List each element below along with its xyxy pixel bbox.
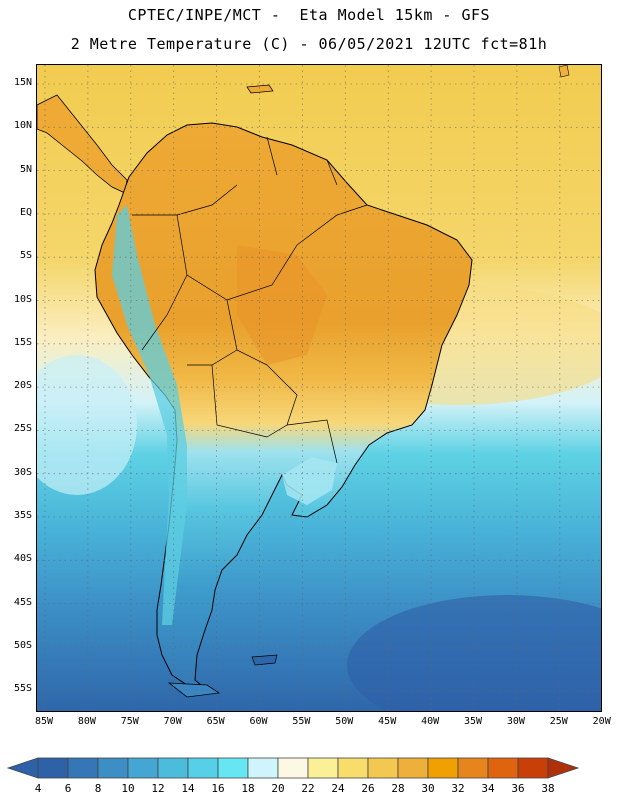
colorbar-tick-label: 12 xyxy=(151,782,165,795)
latitude-label: 50S xyxy=(13,639,32,651)
longitude-label: 55W xyxy=(292,716,311,727)
colorbar-cell xyxy=(247,757,279,779)
colorbar-cell xyxy=(217,757,249,779)
longitude-label: 80W xyxy=(77,716,96,727)
colorbar-cell xyxy=(307,757,339,779)
colorbar-tick-label: 28 xyxy=(391,782,405,795)
colorbar-tick-label: 18 xyxy=(241,782,255,795)
colorbar-tick-label: 26 xyxy=(361,782,375,795)
colorbar-tick-label: 24 xyxy=(331,782,345,795)
lat-lon-grid xyxy=(37,65,601,711)
colorbar-tick-label: 10 xyxy=(121,782,135,795)
colorbar-tick-label: 6 xyxy=(64,782,72,795)
colorbar-tick-label: 38 xyxy=(541,782,555,795)
latitude-label: 5S xyxy=(19,250,32,262)
colorbar-tick-label: 8 xyxy=(94,782,102,795)
colorbar-cell xyxy=(37,757,69,779)
colorbar-tick-label: 30 xyxy=(421,782,435,795)
caribbean-island xyxy=(246,84,274,94)
tierra-del-fuego xyxy=(167,682,221,698)
colorbar-cell xyxy=(457,757,489,779)
caribbean-island xyxy=(558,65,570,78)
latitude-label: 25S xyxy=(13,423,32,435)
latitude-label: 10S xyxy=(13,293,32,305)
longitude-label: 20W xyxy=(592,716,611,727)
longitude-label: 40W xyxy=(421,716,440,727)
colorbar-cell xyxy=(157,757,189,779)
temperature-map xyxy=(36,64,602,712)
colorbar-cell xyxy=(277,757,309,779)
colorbar-tick-label: 22 xyxy=(301,782,315,795)
map-title-variable: 2 Metre Temperature (C) - 06/05/2021 12U… xyxy=(70,35,548,53)
colorbar-tick-label: 34 xyxy=(481,782,495,795)
latitude-label: 45S xyxy=(13,596,32,608)
colorbar-cell xyxy=(367,757,399,779)
deep-south-atlantic xyxy=(347,595,601,711)
latitude-label: 10N xyxy=(13,120,32,132)
colorbar-cell xyxy=(397,757,429,779)
colorbar-cell xyxy=(427,757,459,779)
latitude-label: 40S xyxy=(13,553,32,565)
colorbar-cell xyxy=(67,757,99,779)
colorbar-tick-label: 16 xyxy=(211,782,225,795)
longitude-label: 50W xyxy=(335,716,354,727)
longitude-label: 85W xyxy=(34,716,54,727)
cold-pacific-patch xyxy=(37,355,137,495)
colorbar-tick-label: 14 xyxy=(181,782,195,795)
latitude-label: 20S xyxy=(13,380,32,392)
colorbar-cell xyxy=(337,757,369,779)
country-borders xyxy=(132,136,368,464)
latitude-label: 30S xyxy=(13,466,32,478)
colorbar-tick-label: 36 xyxy=(511,782,525,795)
latitude-label: 55S xyxy=(13,683,32,695)
colorbar-cell xyxy=(97,757,129,779)
longitude-label: 45W xyxy=(378,716,397,727)
longitude-label: 60W xyxy=(249,716,268,727)
longitude-label: 30W xyxy=(506,716,525,727)
colorbar-cell xyxy=(517,757,549,779)
map-title-source: CPTEC/INPE/MCT - Eta Model 15km - GFS xyxy=(127,6,491,24)
latitude-label: EQ xyxy=(19,206,32,218)
colorbar-cell xyxy=(127,757,159,779)
latitude-label: 15N xyxy=(13,77,32,88)
colorbar-tick-label: 32 xyxy=(451,782,465,795)
longitude-label: 70W xyxy=(163,716,182,727)
colorbar-tick-label: 4 xyxy=(34,782,42,795)
latitude-label: 35S xyxy=(13,510,32,521)
colorbar-cell xyxy=(487,757,519,779)
falkland-islands xyxy=(251,654,278,666)
longitude-label: 25W xyxy=(549,716,568,727)
longitude-label: 75W xyxy=(120,716,139,727)
longitude-label: 65W xyxy=(206,716,225,727)
uruguay-cool-region xyxy=(282,457,337,505)
colorbar-high-arrow xyxy=(547,757,580,779)
latitude-label: 5N xyxy=(19,163,32,175)
colorbar-tick-label: 20 xyxy=(271,782,285,795)
longitude-label: 35W xyxy=(463,716,483,727)
colorbar-low-arrow xyxy=(6,757,39,779)
central-america-land xyxy=(37,94,128,194)
colorbar-cell xyxy=(187,757,219,779)
temperature-colorbar xyxy=(6,757,580,779)
andes-cold-band xyxy=(112,205,187,625)
latitude-label: 15S xyxy=(13,336,32,348)
